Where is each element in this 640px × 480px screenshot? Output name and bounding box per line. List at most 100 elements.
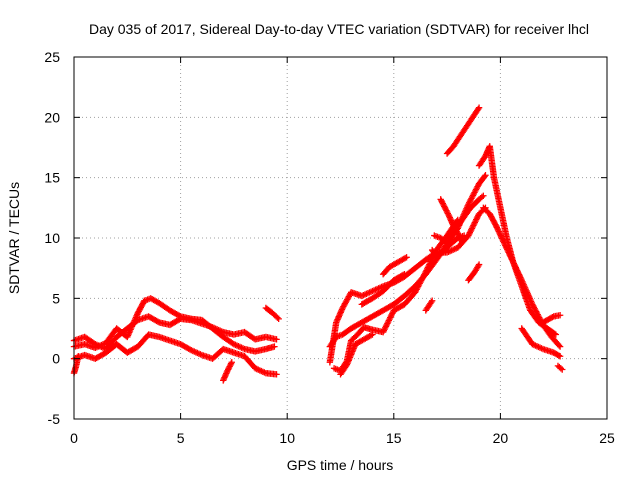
data-point: [443, 208, 451, 216]
x-tick-label: 5: [177, 430, 185, 446]
data-point: [443, 207, 450, 214]
x-tick-label: 15: [386, 430, 402, 446]
data-point: [501, 240, 508, 248]
data-point: [399, 271, 407, 279]
data-point: [517, 275, 525, 283]
data-point: [440, 201, 447, 209]
data-point: [502, 242, 509, 249]
data-point: [475, 261, 483, 268]
data-point: [494, 225, 501, 232]
data-point: [509, 257, 516, 264]
y-tick-label: 20: [44, 109, 60, 125]
data-point: [513, 267, 521, 274]
axis-ticks: [73, 56, 608, 420]
data-point: [425, 262, 432, 270]
data-point: [227, 361, 234, 369]
data-point: [227, 360, 235, 367]
data-point: [471, 219, 479, 226]
data-point: [504, 247, 512, 255]
data-point: [552, 331, 560, 338]
data-point: [515, 271, 523, 278]
data-point: [273, 371, 280, 378]
x-tick-label: 10: [279, 430, 295, 446]
data-point: [492, 222, 500, 230]
data-point: [456, 234, 464, 241]
data-point: [498, 233, 505, 241]
data-point: [386, 315, 393, 323]
data-point: [511, 263, 519, 270]
data-point: [465, 230, 473, 238]
data-point: [503, 245, 510, 252]
x-tick-label: 20: [493, 430, 509, 446]
data-point: [511, 261, 518, 269]
data-point: [504, 246, 511, 253]
data-points: [70, 104, 566, 384]
data-point: [470, 220, 478, 228]
grid-layer: [74, 57, 607, 419]
data-point: [439, 200, 447, 207]
data-point: [508, 254, 515, 262]
data-point: [382, 323, 390, 330]
y-axis-tick-labels: -5 0 5 10 15 20 25: [44, 49, 60, 427]
data-point: [497, 232, 504, 239]
x-axis-label: GPS time / hours: [287, 457, 394, 473]
data-point: [481, 173, 488, 180]
data-point: [475, 262, 482, 270]
chart-title: Day 035 of 2017, Sidereal Day-to-day VTE…: [89, 21, 589, 37]
data-point: [455, 231, 462, 238]
data-point: [186, 346, 194, 353]
data-point: [500, 238, 507, 245]
x-axis-tick-labels: 0 5 10 15 20 25: [70, 430, 615, 446]
data-point: [507, 253, 514, 260]
data-point: [510, 260, 518, 267]
data-point: [401, 254, 409, 262]
data-point: [380, 327, 388, 334]
data-point: [516, 272, 523, 280]
data-point: [495, 228, 502, 235]
data-point: [555, 342, 563, 349]
data-point: [478, 193, 486, 201]
data-point: [387, 312, 395, 320]
data-point: [517, 274, 524, 281]
data-point: [514, 268, 521, 276]
data-point: [367, 332, 375, 339]
data-point: [389, 310, 396, 317]
data-point: [228, 359, 235, 366]
data-point: [438, 197, 445, 204]
data-point: [454, 229, 461, 237]
y-tick-label: 5: [52, 290, 60, 306]
data-point: [472, 217, 479, 225]
data-point: [494, 226, 502, 234]
data-point: [381, 326, 388, 333]
data-point: [466, 229, 474, 236]
data-point: [468, 226, 475, 233]
data-point: [428, 297, 436, 304]
data-point: [468, 225, 476, 232]
data-point: [428, 255, 436, 262]
data-point: [556, 353, 564, 360]
data-point: [549, 313, 556, 321]
data-point: [474, 105, 482, 113]
data-point: [384, 320, 391, 327]
data-point: [225, 364, 233, 372]
data-point: [480, 192, 487, 199]
data-point: [438, 199, 446, 206]
data-point: [424, 265, 431, 273]
data-point: [502, 243, 510, 251]
data-point: [383, 321, 390, 329]
data-point: [506, 250, 513, 257]
y-tick-label: 10: [44, 230, 60, 246]
data-point: [422, 268, 429, 275]
data-point: [493, 224, 500, 231]
data-point: [387, 314, 394, 321]
data-point: [369, 331, 376, 338]
data-point: [424, 264, 432, 271]
data-point: [401, 271, 408, 278]
data-point: [500, 239, 508, 246]
data-point: [423, 267, 430, 274]
y-tick-label: 15: [44, 170, 60, 186]
data-point: [513, 265, 520, 273]
data-point: [382, 324, 389, 331]
data-point: [556, 312, 564, 319]
y-tick-label: -5: [48, 411, 61, 427]
